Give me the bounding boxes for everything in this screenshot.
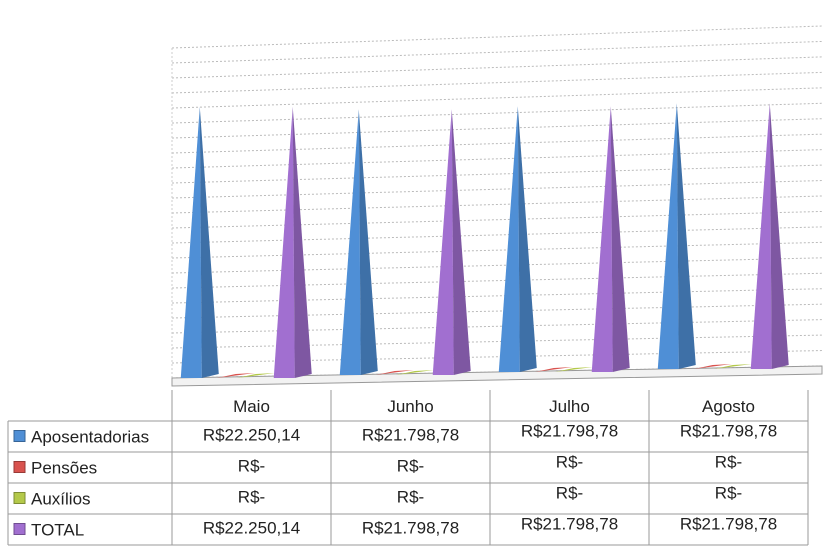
pyramid-bar-pensões-maio [216, 373, 255, 378]
gridline [171, 164, 823, 184]
pyramid-bar-total-agosto [750, 103, 789, 369]
data-label-aposentadorias-agosto: R$21.798,78 [680, 422, 777, 441]
legend-swatch-auxílios [13, 492, 26, 504]
gridline [171, 195, 823, 214]
gridline [171, 133, 823, 154]
data-label-total-maio: R$22.250,14 [203, 519, 300, 538]
gridline [171, 241, 823, 259]
data-label-auxílios-agosto: R$- [715, 484, 742, 503]
pyramid-bar-pensões-julho [534, 367, 573, 372]
gridline [171, 87, 823, 109]
category-label-julho: Julho [549, 397, 590, 416]
floor-plane [171, 365, 823, 387]
legend-label-pensões: Pensões [31, 459, 97, 478]
legend-label-aposentadorias: Aposentadorias [31, 428, 149, 447]
legend-swatch-pensões [13, 461, 26, 473]
pyramid-bar-aposentadorias-junho [339, 109, 378, 375]
pyramid-bar-pensões-agosto [693, 364, 732, 369]
gridline [171, 334, 823, 349]
gridlines [171, 25, 823, 379]
legend-swatch-total [13, 523, 26, 535]
gridline [171, 319, 823, 334]
data-table: Maio Junho Julho Agosto Aposentadorias R$22.2… [7, 390, 809, 546]
bars [180, 103, 789, 378]
chart-floor [171, 365, 823, 387]
legend-label-total: TOTAL [31, 521, 84, 540]
pyramid-bar-total-maio [273, 106, 312, 378]
data-label-pensões-agosto: R$- [715, 453, 742, 472]
pyramid-bar-pensões-junho [375, 370, 414, 375]
pyramid-bar-total-junho [432, 109, 471, 375]
data-label-pensões-julho: R$- [556, 453, 583, 472]
gridline [171, 226, 823, 244]
data-label-pensões-maio: R$- [238, 457, 265, 476]
gridline [171, 350, 823, 364]
category-label-junho: Junho [387, 397, 433, 416]
data-label-total-junho: R$21.798,78 [362, 519, 459, 538]
pyramid-bar-auxílios-maio [236, 373, 275, 378]
data-label-aposentadorias-julho: R$21.798,78 [521, 422, 618, 441]
pyramid-bar-auxílios-junho [395, 370, 434, 375]
pyramid-bar-aposentadorias-julho [498, 106, 537, 372]
gridline [171, 272, 823, 289]
data-label-auxílios-julho: R$- [556, 484, 583, 503]
data-label-total-agosto: R$21.798,78 [680, 515, 777, 534]
category-label-maio: Maio [233, 397, 270, 416]
gridline [171, 180, 823, 199]
pyramid-bar-aposentadorias-agosto [657, 103, 696, 369]
legend-swatch-aposentadorias [13, 430, 26, 442]
pyramid-bar-total-julho [591, 106, 630, 372]
gridline [171, 210, 823, 229]
gridline [171, 40, 823, 64]
data-label-auxílios-junho: R$- [397, 488, 424, 507]
gridline [171, 56, 823, 79]
gridline [171, 71, 823, 94]
data-label-total-julho: R$21.798,78 [521, 515, 618, 534]
gridline [171, 25, 823, 49]
gridline [171, 102, 823, 124]
gridline [171, 303, 823, 319]
gridline [171, 118, 823, 139]
gridline [171, 149, 823, 169]
data-label-pensões-junho: R$- [397, 457, 424, 476]
legend-label-auxílios: Auxílios [31, 490, 91, 509]
data-label-aposentadorias-maio: R$22.250,14 [203, 426, 300, 445]
category-label-agosto: Agosto [702, 397, 755, 416]
gridline [171, 288, 823, 304]
gridline [171, 257, 823, 274]
data-label-auxílios-maio: R$- [238, 488, 265, 507]
pyramid-bar-aposentadorias-maio [180, 106, 219, 378]
pyramid-bar-auxílios-julho [554, 367, 593, 372]
data-label-aposentadorias-junho: R$21.798,78 [362, 426, 459, 445]
pyramid-bar-auxílios-agosto [713, 364, 752, 369]
